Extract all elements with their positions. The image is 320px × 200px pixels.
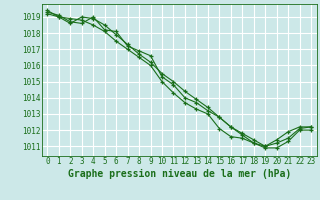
X-axis label: Graphe pression niveau de la mer (hPa): Graphe pression niveau de la mer (hPa) bbox=[68, 169, 291, 179]
